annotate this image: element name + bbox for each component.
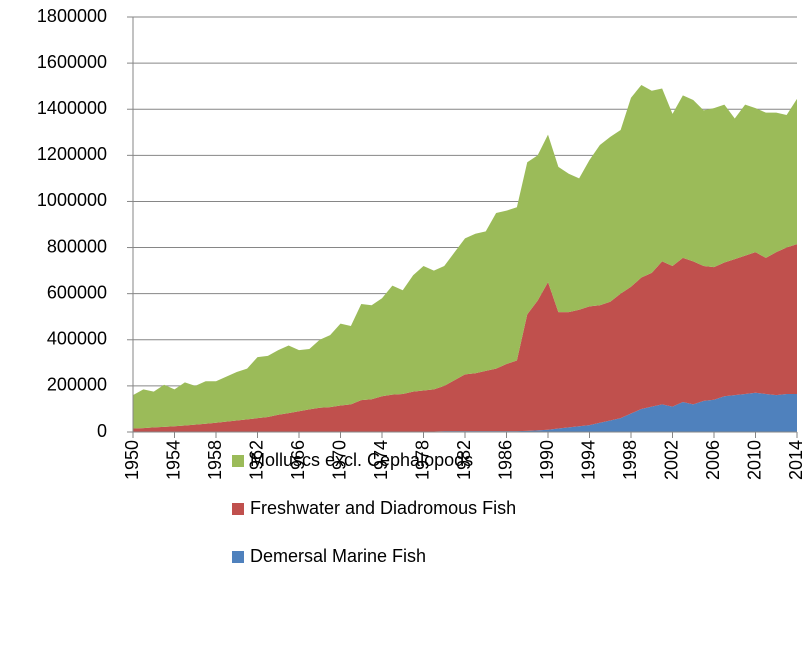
y-tick-label: 1200000 xyxy=(37,144,107,164)
legend-label: Freshwater and Diadromous Fish xyxy=(250,498,516,518)
y-tick-label: 600000 xyxy=(47,282,107,302)
x-tick-label: 1970 xyxy=(329,440,349,480)
x-tick-label: 2010 xyxy=(744,440,764,480)
x-tick-label: 1986 xyxy=(495,440,515,480)
y-tick-label: 800000 xyxy=(47,236,107,256)
x-tick-label: 1954 xyxy=(163,440,183,480)
x-tick-label: 1950 xyxy=(122,440,142,480)
y-tick-label: 1600000 xyxy=(37,52,107,72)
x-tick-label: 1966 xyxy=(288,440,308,480)
y-tick-label: 1400000 xyxy=(37,98,107,118)
y-tick-label: 0 xyxy=(97,421,107,441)
x-tick-label: 1982 xyxy=(454,440,474,480)
area xyxy=(133,244,797,432)
x-tick-label: 1974 xyxy=(371,440,391,480)
x-tick-label: 2014 xyxy=(786,440,806,480)
y-tick-label: 1000000 xyxy=(37,190,107,210)
legend-label: Molluscs excl. Cephalopods xyxy=(250,450,473,470)
x-tick-label: 1962 xyxy=(246,440,266,480)
legend-label: Demersal Marine Fish xyxy=(250,546,426,566)
legend-swatch xyxy=(232,455,244,467)
y-tick-label: 1800000 xyxy=(37,6,107,26)
area xyxy=(133,85,797,429)
x-tick-label: 1978 xyxy=(412,440,432,480)
legend-swatch xyxy=(232,551,244,563)
x-tick-label: 2002 xyxy=(661,440,681,480)
x-tick-label: 2006 xyxy=(703,440,723,480)
y-tick-label: 200000 xyxy=(47,375,107,395)
x-tick-label: 1994 xyxy=(578,440,598,480)
x-tick-label: 1958 xyxy=(205,440,225,480)
y-tick-label: 400000 xyxy=(47,329,107,349)
x-tick-label: 1998 xyxy=(620,440,640,480)
x-tick-label: 1990 xyxy=(537,440,557,480)
legend-swatch xyxy=(232,503,244,515)
area xyxy=(133,392,797,432)
